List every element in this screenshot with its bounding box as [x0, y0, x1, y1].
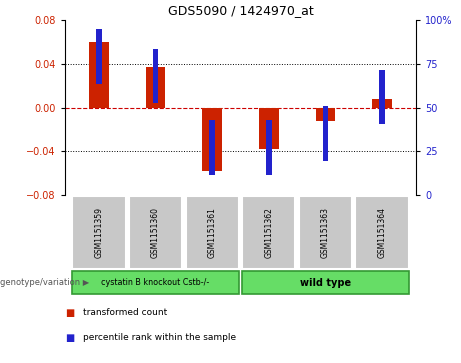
Bar	[379, 70, 385, 125]
Bar	[299, 196, 352, 269]
Text: GSM1151363: GSM1151363	[321, 207, 330, 258]
Bar	[186, 196, 239, 269]
Text: percentile rank within the sample: percentile rank within the sample	[83, 333, 236, 342]
Bar	[209, 121, 215, 175]
Text: ■: ■	[65, 308, 74, 318]
Bar	[96, 29, 102, 84]
Bar	[355, 196, 408, 269]
Bar	[242, 271, 408, 294]
Bar	[266, 121, 272, 175]
Bar	[89, 42, 109, 107]
Text: transformed count: transformed count	[83, 308, 168, 317]
Bar	[153, 49, 159, 103]
Text: GSM1151362: GSM1151362	[264, 207, 273, 258]
Bar	[372, 99, 392, 107]
Text: GSM1151364: GSM1151364	[378, 207, 386, 258]
Bar	[146, 67, 165, 107]
Text: ■: ■	[65, 333, 74, 343]
Bar	[72, 196, 125, 269]
Text: cystatin B knockout Cstb-/-: cystatin B knockout Cstb-/-	[101, 278, 210, 287]
Bar	[323, 106, 328, 161]
Bar	[202, 107, 222, 171]
Bar	[129, 196, 182, 269]
Text: GSM1151359: GSM1151359	[95, 207, 103, 258]
Title: GDS5090 / 1424970_at: GDS5090 / 1424970_at	[168, 4, 313, 17]
Bar	[242, 196, 296, 269]
Text: genotype/variation ▶: genotype/variation ▶	[0, 278, 90, 287]
Text: GSM1151361: GSM1151361	[208, 207, 217, 258]
Text: GSM1151360: GSM1151360	[151, 207, 160, 258]
Bar	[315, 107, 335, 121]
Bar	[259, 107, 279, 149]
Text: wild type: wild type	[300, 277, 351, 287]
Bar	[72, 271, 239, 294]
